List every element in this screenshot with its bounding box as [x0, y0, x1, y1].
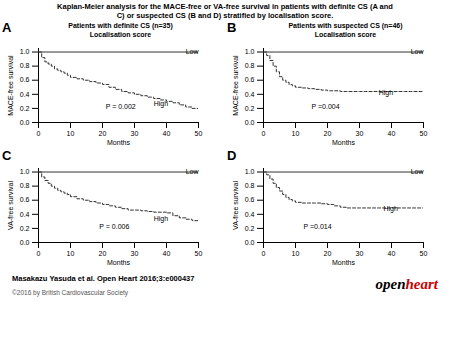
svg-text:P =0.014: P =0.014 — [304, 223, 332, 230]
svg-text:0: 0 — [262, 250, 266, 257]
svg-text:30: 30 — [356, 130, 364, 137]
svg-text:1.0: 1.0 — [20, 168, 30, 175]
svg-text:High: High — [384, 204, 399, 212]
svg-text:0.8: 0.8 — [245, 62, 255, 69]
html-text:A: A — [2, 20, 12, 35]
svg-text:20: 20 — [99, 130, 107, 137]
svg-text:Months: Months — [107, 138, 130, 145]
svg-text:0.0: 0.0 — [20, 238, 30, 245]
svg-text:VA-free survival: VA-free survival — [7, 180, 14, 229]
svg-text:0.4: 0.4 — [245, 210, 255, 217]
html-text:B: B — [227, 20, 237, 35]
svg-text:0.2: 0.2 — [20, 224, 30, 231]
svg-text:0.6: 0.6 — [20, 76, 30, 83]
svg-text:20: 20 — [99, 250, 107, 257]
svg-text:40: 40 — [163, 250, 171, 257]
svg-text:Low: Low — [411, 168, 425, 175]
svg-text:40: 40 — [388, 250, 396, 257]
svg-text:0.6: 0.6 — [20, 196, 30, 203]
svg-text:30: 30 — [131, 250, 139, 257]
svg-text:0: 0 — [37, 250, 41, 257]
svg-text:10: 10 — [292, 130, 300, 137]
html-text:C: C — [2, 147, 12, 163]
svg-text:0.0: 0.0 — [245, 118, 255, 125]
svg-text:1.0: 1.0 — [20, 48, 30, 55]
svg-text:P =0.004: P =0.004 — [312, 103, 340, 110]
svg-text:0.0: 0.0 — [20, 118, 30, 125]
svg-text:Low: Low — [186, 168, 200, 175]
svg-text:1.0: 1.0 — [245, 48, 255, 55]
svg-text:10: 10 — [67, 130, 75, 137]
svg-text:High: High — [379, 89, 394, 97]
svg-text:0.8: 0.8 — [245, 182, 255, 189]
svg-text:0.4: 0.4 — [245, 90, 255, 97]
svg-text:0.4: 0.4 — [20, 210, 30, 217]
html-text:D: D — [227, 147, 237, 163]
svg-text:10: 10 — [292, 250, 300, 257]
svg-text:Months: Months — [332, 258, 355, 265]
svg-text:0.4: 0.4 — [20, 90, 30, 97]
svg-text:0: 0 — [37, 130, 41, 137]
html-text:Masakazu Yasuda et al. Open He: Masakazu Yasuda et al. Open Heart 2016;3… — [12, 273, 195, 283]
svg-text:P = 0.002: P = 0.002 — [106, 103, 136, 110]
svg-text:0: 0 — [262, 130, 266, 137]
svg-text:Months: Months — [332, 138, 355, 145]
html-text:Patients with definite CS (n=3: Patients with definite CS (n=35) Localis… — [68, 22, 173, 38]
svg-text:20: 20 — [324, 130, 332, 137]
svg-text:0.6: 0.6 — [245, 76, 255, 83]
svg-text:10: 10 — [67, 250, 75, 257]
svg-text:30: 30 — [131, 130, 139, 137]
svg-text:40: 40 — [163, 130, 171, 137]
svg-text:30: 30 — [356, 250, 364, 257]
html-text:©2016 by British Cardiovascula: ©2016 by British Cardiovascular Society — [12, 288, 129, 296]
svg-text:Low: Low — [411, 48, 425, 55]
svg-text:50: 50 — [420, 250, 428, 257]
svg-text:0.8: 0.8 — [20, 182, 30, 189]
svg-text:Low: Low — [186, 48, 200, 55]
html-text:Kaplan-Meier analysis for the: Kaplan-Meier analysis for the MACE-free … — [57, 2, 393, 20]
svg-text:0.2: 0.2 — [245, 224, 255, 231]
svg-text:0.2: 0.2 — [20, 104, 30, 111]
svg-text:MACE-free survival: MACE-free survival — [7, 54, 14, 115]
svg-text:0.2: 0.2 — [245, 104, 255, 111]
html-text:Patients with suspected CS (n=: Patients with suspected CS (n=46) Locali… — [288, 22, 403, 38]
html-text:open heart: open heart — [375, 276, 438, 292]
svg-text:High: High — [154, 100, 169, 108]
svg-text:VA-free survival: VA-free survival — [232, 180, 239, 229]
svg-text:1.0: 1.0 — [245, 168, 255, 175]
svg-text:0.6: 0.6 — [245, 196, 255, 203]
svg-text:50: 50 — [420, 130, 428, 137]
svg-text:50: 50 — [195, 250, 203, 257]
svg-text:MACE-free survival: MACE-free survival — [232, 54, 239, 115]
svg-text:20: 20 — [324, 250, 332, 257]
svg-text:50: 50 — [195, 130, 203, 137]
svg-text:P = 0.006: P = 0.006 — [99, 223, 129, 230]
svg-text:0.0: 0.0 — [245, 238, 255, 245]
svg-text:Months: Months — [107, 258, 130, 265]
svg-text:High: High — [154, 215, 169, 223]
svg-text:0.8: 0.8 — [20, 62, 30, 69]
svg-text:40: 40 — [388, 130, 396, 137]
